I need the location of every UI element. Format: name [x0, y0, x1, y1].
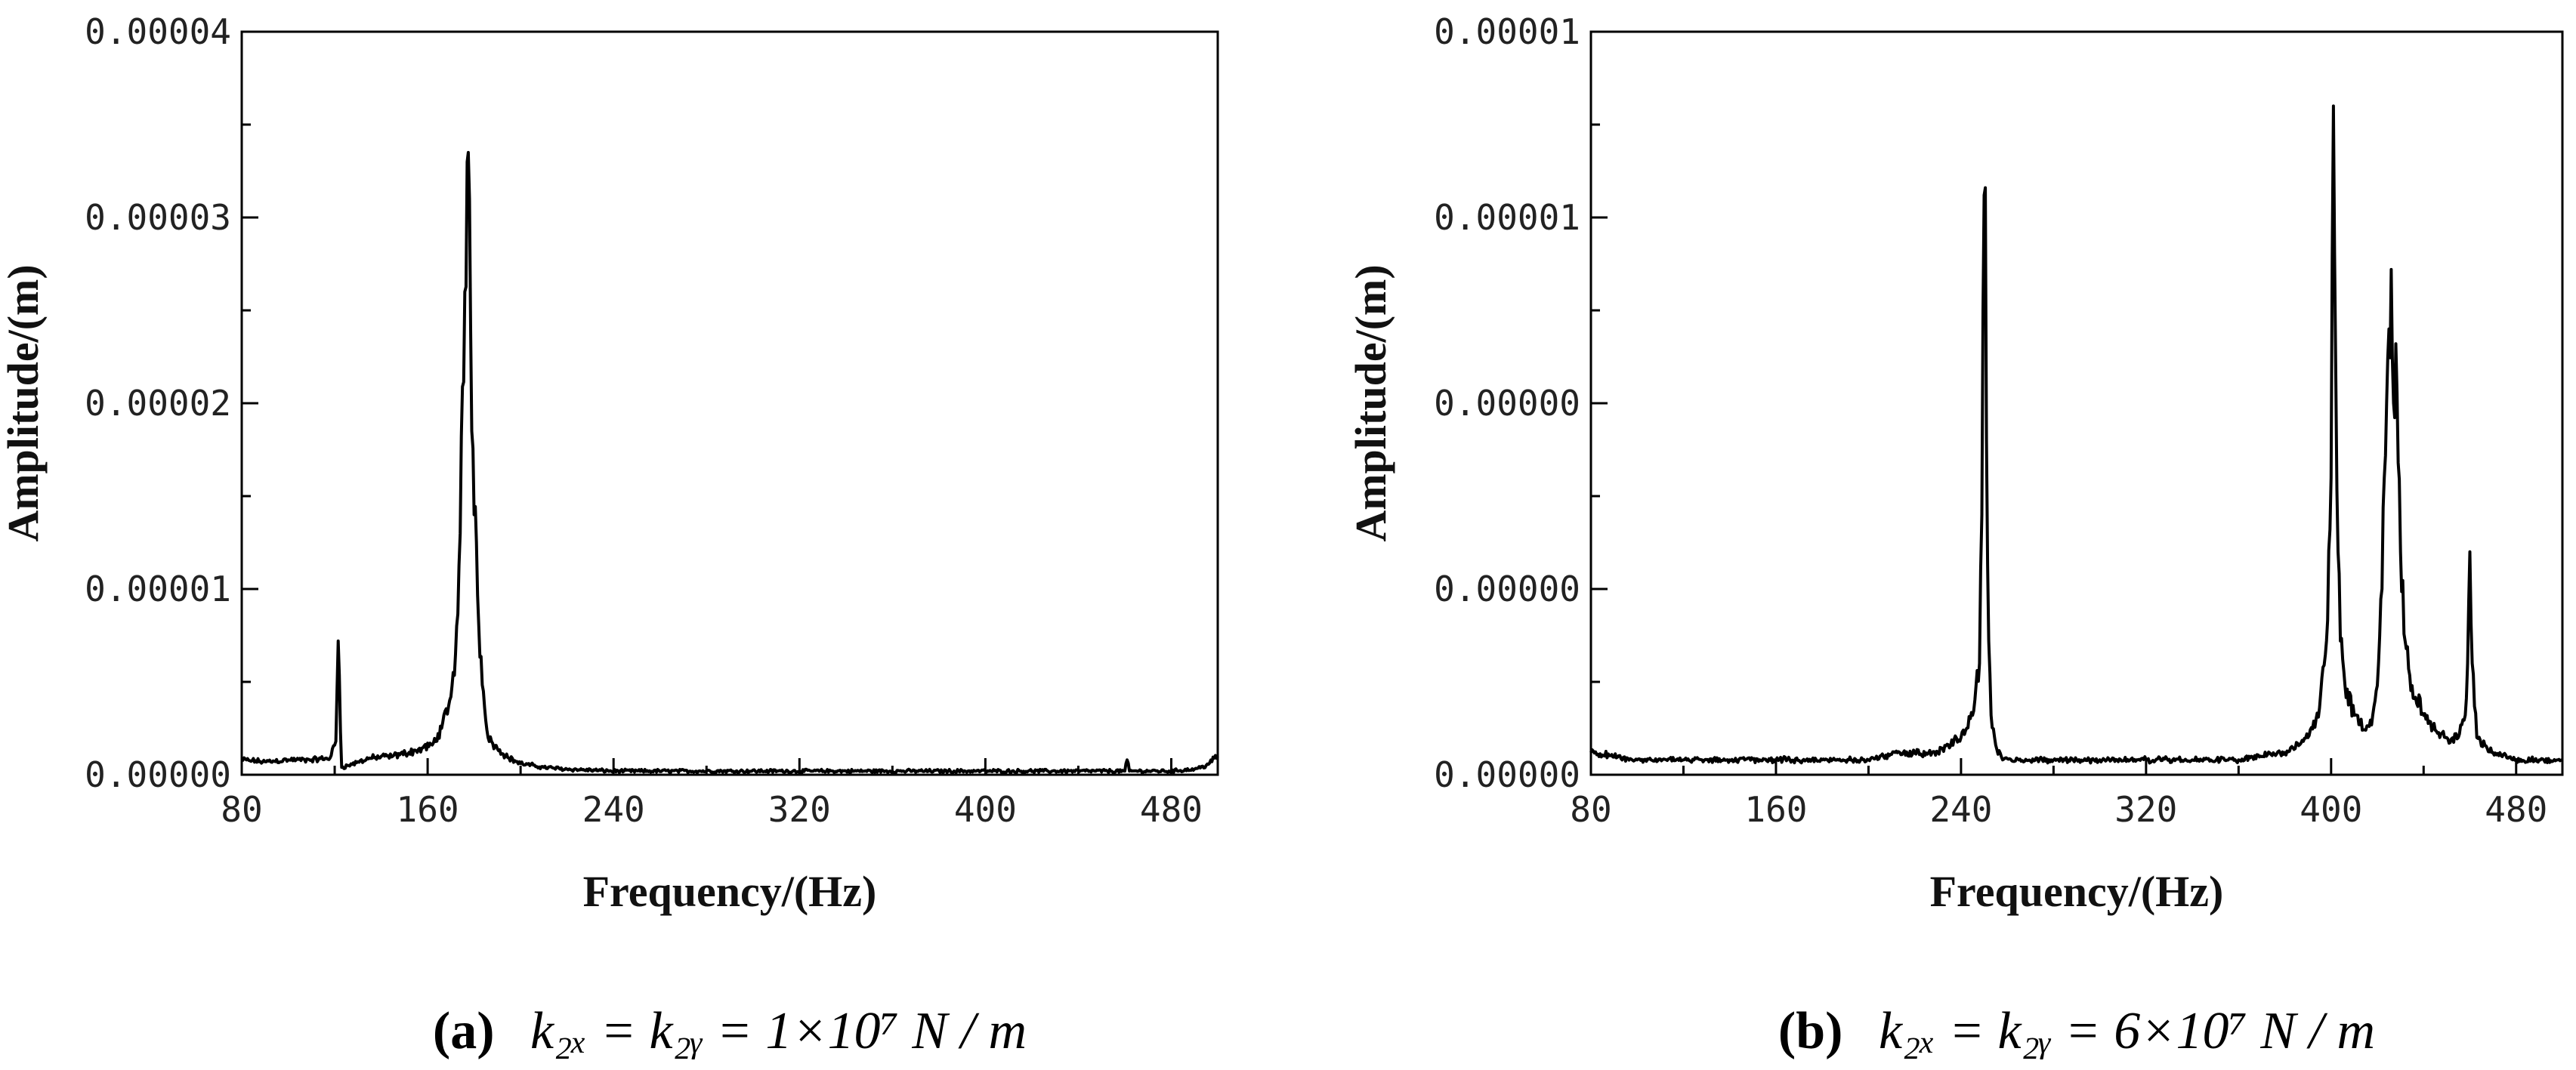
- x-tick-label-a: 80: [221, 789, 262, 830]
- x-tick-label-a: 240: [582, 789, 645, 830]
- x-axis-label-a: Frequency/(Hz): [583, 867, 877, 916]
- x-axis-label-b: Frequency/(Hz): [1930, 867, 2224, 916]
- x-tick-labels-b: 80 160 240 320 400 480: [1570, 789, 2547, 830]
- x-tick-label-a: 320: [768, 789, 831, 830]
- caption-a: (a) k₂ₓ = k₂ᵧ = 1×10⁷ N / m: [433, 1002, 1027, 1060]
- y-ticks-a: [242, 30, 258, 776]
- x-tick-label-b: 480: [2485, 789, 2547, 830]
- y-tick-label-b: 0.00001: [1434, 197, 1580, 238]
- x-tick-label-a: 160: [397, 789, 459, 830]
- y-ticks-b: [1591, 30, 1608, 776]
- y-tick-label-b: 0.00000: [1434, 569, 1580, 609]
- y-axis-label-b: Amplitude/(m): [1346, 264, 1395, 541]
- x-tick-label-b: 160: [1744, 789, 1807, 830]
- y-tick-labels-a: 0.00000 0.00001 0.00002 0.00003 0.00004: [85, 11, 231, 795]
- y-tick-label-b: 0.00001: [1434, 11, 1580, 52]
- y-tick-label-a: 0.00003: [85, 197, 231, 238]
- x-tick-labels-a: 80 160 240 320 400 480: [221, 789, 1203, 830]
- y-tick-label-a: 0.00001: [85, 569, 231, 609]
- y-tick-label-a: 0.00002: [85, 383, 231, 424]
- y-tick-labels-b: 0.00000 0.00000 0.00000 0.00001 0.00001: [1434, 11, 1580, 795]
- series-line-a: [241, 150, 1219, 775]
- caption-tag-b: (b): [1778, 1002, 1843, 1060]
- plot-frame-b: [1589, 30, 2564, 776]
- x-tick-label-b: 400: [2300, 789, 2362, 830]
- caption-equation-a: k₂ₓ = k₂ᵧ = 1×10⁷ N / m: [530, 1002, 1027, 1060]
- caption-b: (b) k₂ₓ = k₂ᵧ = 6×10⁷ N / m: [1778, 1002, 2375, 1060]
- series-line-b: [1589, 104, 2563, 765]
- caption-equation-b: k₂ₓ = k₂ᵧ = 6×10⁷ N / m: [1879, 1002, 2375, 1060]
- y-tick-label-b: 0.00000: [1434, 754, 1580, 795]
- chart-panel-a: 80 160 240 320 400 480 0.000000.000010.000020…: [0, 11, 1219, 1060]
- y-tick-label-b: 0.00000: [1434, 383, 1580, 424]
- chart-panel-b: 80 160 240 320 400 480 0.000000.000000.000000…: [1346, 11, 2564, 1060]
- plot-frame-a: [240, 30, 1219, 776]
- y-tick-label-a: 0.00000: [85, 754, 231, 795]
- x-tick-label-a: 480: [1140, 789, 1203, 830]
- x-tick-label-b: 80: [1570, 789, 1611, 830]
- caption-tag-a: (a): [433, 1002, 495, 1060]
- x-tick-label-b: 240: [1929, 789, 1992, 830]
- y-axis-label-a: Amplitude/(m): [0, 264, 48, 541]
- y-tick-label-a: 0.00004: [85, 11, 231, 52]
- x-tick-label-a: 400: [954, 789, 1017, 830]
- x-tick-label-b: 320: [2114, 789, 2177, 830]
